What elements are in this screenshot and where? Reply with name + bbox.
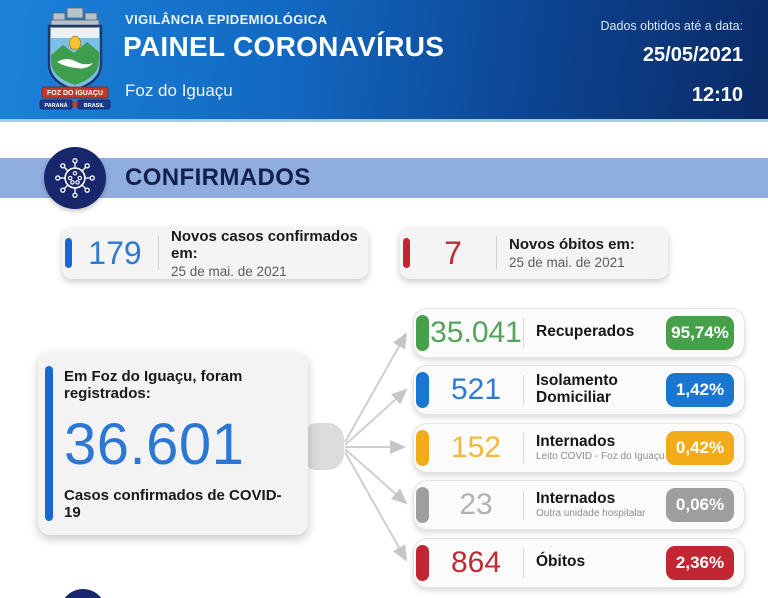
section-title: CONFIRMADOS <box>125 164 311 191</box>
percentage-badge: 1,42% <box>666 373 734 407</box>
new-cases-card: 179 Novos casos confirmados em: 25 de ma… <box>62 227 368 279</box>
stat-row-internados-outra: 23 Internados Outra unidade hospitalar 0… <box>413 480 745 530</box>
stat-value: 521 <box>450 373 502 406</box>
divider <box>523 548 524 578</box>
divider <box>523 318 524 348</box>
stat-value: 23 <box>459 488 493 521</box>
divider <box>158 236 159 270</box>
new-deaths-date: 25 de mai. de 2021 <box>509 255 625 270</box>
stat-row-obitos: 864 Óbitos 2,36% <box>413 538 745 588</box>
new-deaths-value: 7 <box>444 234 462 271</box>
accent-pill <box>416 315 429 351</box>
percentage-badge: 2,36% <box>666 546 734 580</box>
page-title: PAINEL CORONAVÍRUS <box>123 31 445 62</box>
logo-ribbon-city: FOZ DO IGUAÇU <box>47 90 103 97</box>
percentage-badge: 95,74% <box>666 316 734 350</box>
accent-pill <box>416 430 429 466</box>
divider <box>523 490 524 520</box>
percentage-badge: 0,42% <box>666 431 734 465</box>
new-deaths-card: 7 Novos óbitos em: 25 de mai. de 2021 <box>400 227 668 279</box>
foz-do-iguacu-coat-of-arms: FOZ DO IGUAÇU PARANÁ BRASIL <box>39 7 111 110</box>
accent-bar <box>65 238 72 268</box>
divider <box>496 236 497 270</box>
divider <box>523 433 524 463</box>
connector-tab <box>306 423 344 470</box>
department-label: VIGILÂNCIA EPIDEMIOLÓGICA <box>125 12 328 27</box>
accent-bar <box>403 238 410 268</box>
stat-row-internados-covid: 152 Internados Leito COVID - Foz do Igua… <box>413 423 745 473</box>
stat-value: 35.041 <box>430 316 522 349</box>
stat-sublabel: Outra unidade hospitalar <box>536 508 646 520</box>
new-cases-date: 25 de mai. de 2021 <box>171 263 287 279</box>
logo-ribbon-country: BRASIL <box>84 103 105 109</box>
new-cases-label: Novos casos confirmados em: <box>171 227 358 262</box>
updated-time: 12:10 <box>691 84 743 106</box>
updated-label: Dados obtidos até a data: <box>600 19 743 33</box>
stat-value: 864 <box>450 546 502 579</box>
logo-ribbon-state: PARANÁ <box>44 102 67 109</box>
stat-label: Internados <box>536 432 616 450</box>
confirmados-banner <box>0 158 768 198</box>
percentage-badge: 0,06% <box>666 488 734 522</box>
accent-pill <box>416 487 429 523</box>
header: FOZ DO IGUAÇU PARANÁ BRASIL VIGILÂNCIA E… <box>0 0 768 122</box>
total-caption: Casos confirmados de COVID-19 <box>64 487 282 521</box>
divider <box>523 375 524 405</box>
city-label: Foz do Iguaçu <box>125 81 233 100</box>
virus-icon <box>44 147 106 209</box>
stat-label: Internados <box>536 489 616 507</box>
stat-label: Recuperados <box>536 323 635 341</box>
stat-label: Óbitos <box>536 553 586 571</box>
stat-label: Isolamento Domiciliar <box>536 371 618 406</box>
stat-value: 152 <box>450 431 502 464</box>
new-cases-value: 179 <box>88 234 142 271</box>
stat-row-recuperados: 35.041 Recuperados 95,74% <box>413 308 745 358</box>
total-intro: Em Foz do Iguaçu, foram registrados: <box>64 368 243 402</box>
total-cases-value: 36.601 <box>64 411 245 477</box>
stat-row-isolamento: 521 Isolamento Domiciliar 1,42% <box>413 365 745 415</box>
total-cases-card: Em Foz do Iguaçu, foram registrados: 36.… <box>38 352 308 535</box>
accent-pill <box>416 545 429 581</box>
stat-sublabel: Leito COVID - Foz do Iguaçu <box>536 451 665 463</box>
updated-date: 25/05/2021 <box>642 44 743 66</box>
accent-bar <box>45 366 53 521</box>
accent-pill <box>416 372 429 408</box>
new-deaths-label: Novos óbitos em: <box>509 236 635 253</box>
next-section-icon <box>60 589 106 598</box>
